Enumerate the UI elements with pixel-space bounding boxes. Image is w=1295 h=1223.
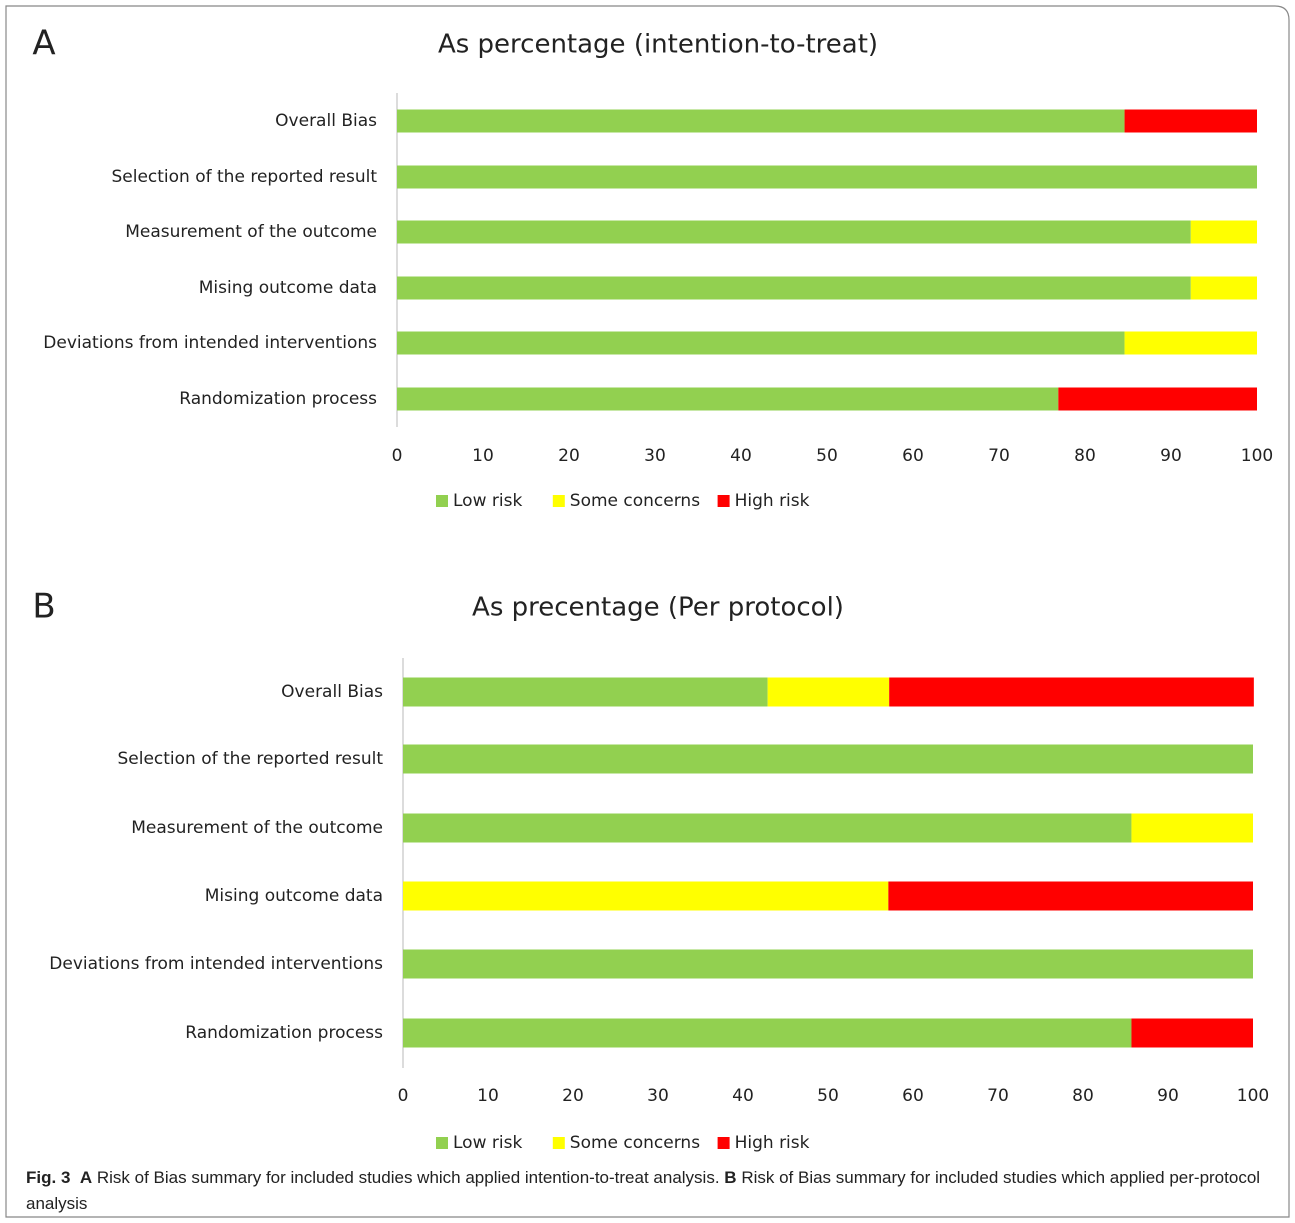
- category-label: Mising outcome data: [199, 278, 377, 298]
- category-label: Randomization process: [179, 389, 377, 409]
- bar-segment: [397, 331, 1125, 355]
- x-tick-label: 50: [816, 446, 838, 466]
- x-tick-label: 80: [1074, 446, 1096, 466]
- x-tick-label: 60: [902, 1086, 924, 1106]
- caption-label: A: [79, 1168, 93, 1187]
- x-tick-label: 20: [558, 446, 580, 466]
- bar-segment: [1190, 276, 1257, 300]
- bar-segment: [397, 276, 1191, 300]
- category-label: Measurement of the outcome: [131, 818, 383, 838]
- legend-swatch: [717, 495, 730, 507]
- bar-segment: [1124, 109, 1257, 133]
- bar-segment: [889, 677, 1254, 707]
- x-tick-label: 80: [1072, 1086, 1094, 1106]
- x-tick-label: 40: [730, 446, 752, 466]
- x-tick-label: 90: [1157, 1086, 1179, 1106]
- figure-label: Fig. 3: [26, 1168, 71, 1187]
- category-label: Mising outcome data: [205, 886, 383, 906]
- bar-segment: [888, 881, 1253, 911]
- x-tick-label: 30: [647, 1086, 669, 1106]
- x-tick-label: 70: [987, 1086, 1009, 1106]
- frame: [5, 5, 1290, 1218]
- legend-label: Low risk: [453, 1133, 522, 1153]
- x-tick-label: 0: [392, 446, 403, 466]
- bar-segment: [1131, 813, 1253, 843]
- caption-label: B: [724, 1168, 737, 1187]
- bar-segment: [397, 109, 1125, 133]
- x-tick-label: 100: [1237, 1086, 1269, 1106]
- caption: Fig. 3 A Risk of Bias summary for includ…: [26, 1165, 1271, 1217]
- legend-swatch: [436, 495, 448, 507]
- x-tick-label: 60: [902, 446, 924, 466]
- x-tick-label: 40: [732, 1086, 754, 1106]
- legend-label: High risk: [735, 491, 810, 511]
- bar-segment: [397, 165, 1257, 189]
- x-tick-label: 30: [644, 446, 666, 466]
- legend-label: Some concerns: [570, 1133, 700, 1153]
- bar-segment: [1131, 1018, 1253, 1048]
- legend-label: Low risk: [453, 491, 522, 511]
- bar-segment: [403, 813, 1132, 843]
- x-tick-label: 90: [1160, 446, 1182, 466]
- x-tick-label: 0: [398, 1086, 409, 1106]
- bar-segment: [403, 1018, 1132, 1048]
- category-label: Overall Bias: [275, 111, 377, 131]
- category-label: Selection of the reported result: [111, 167, 377, 187]
- legend-swatch: [552, 1137, 565, 1149]
- bar-segment: [1124, 331, 1257, 355]
- category-label: Randomization process: [185, 1023, 383, 1043]
- legend-swatch: [717, 1137, 730, 1149]
- x-tick-label: 10: [477, 1086, 499, 1106]
- legend-swatch: [436, 1137, 448, 1149]
- legend-swatch: [552, 495, 565, 507]
- panel-label: B: [32, 587, 55, 627]
- bar-segment: [403, 881, 889, 911]
- legend-label: Some concerns: [570, 491, 700, 511]
- category-label: Overall Bias: [281, 682, 383, 702]
- bar-segment: [1058, 387, 1257, 411]
- x-tick-label: 10: [472, 446, 494, 466]
- bar-segment: [397, 387, 1059, 411]
- chart-title: As precentage (Per protocol): [472, 593, 844, 623]
- x-tick-label: 50: [817, 1086, 839, 1106]
- x-tick-label: 70: [988, 446, 1010, 466]
- category-label: Selection of the reported result: [117, 749, 383, 769]
- x-tick-label: 100: [1241, 446, 1273, 466]
- bar-segment: [1190, 220, 1257, 244]
- caption-text: Risk of Bias summary for included studie…: [96, 1168, 720, 1187]
- category-label: Deviations from intended interventions: [49, 954, 383, 974]
- bar-segment: [403, 677, 768, 707]
- bar-segment: [397, 220, 1191, 244]
- bar-segment: [403, 949, 1253, 979]
- x-tick-label: 20: [562, 1086, 584, 1106]
- category-label: Deviations from intended interventions: [43, 333, 377, 353]
- category-label: Measurement of the outcome: [125, 222, 377, 242]
- caption-text: Risk of Bias summary for included studie…: [26, 1168, 1261, 1213]
- bar-segment: [767, 677, 890, 707]
- legend-label: High risk: [735, 1133, 810, 1153]
- bar-segment: [403, 744, 1253, 774]
- panel-label: A: [32, 24, 55, 64]
- chart-title: As percentage (intention-to-treat): [438, 30, 878, 60]
